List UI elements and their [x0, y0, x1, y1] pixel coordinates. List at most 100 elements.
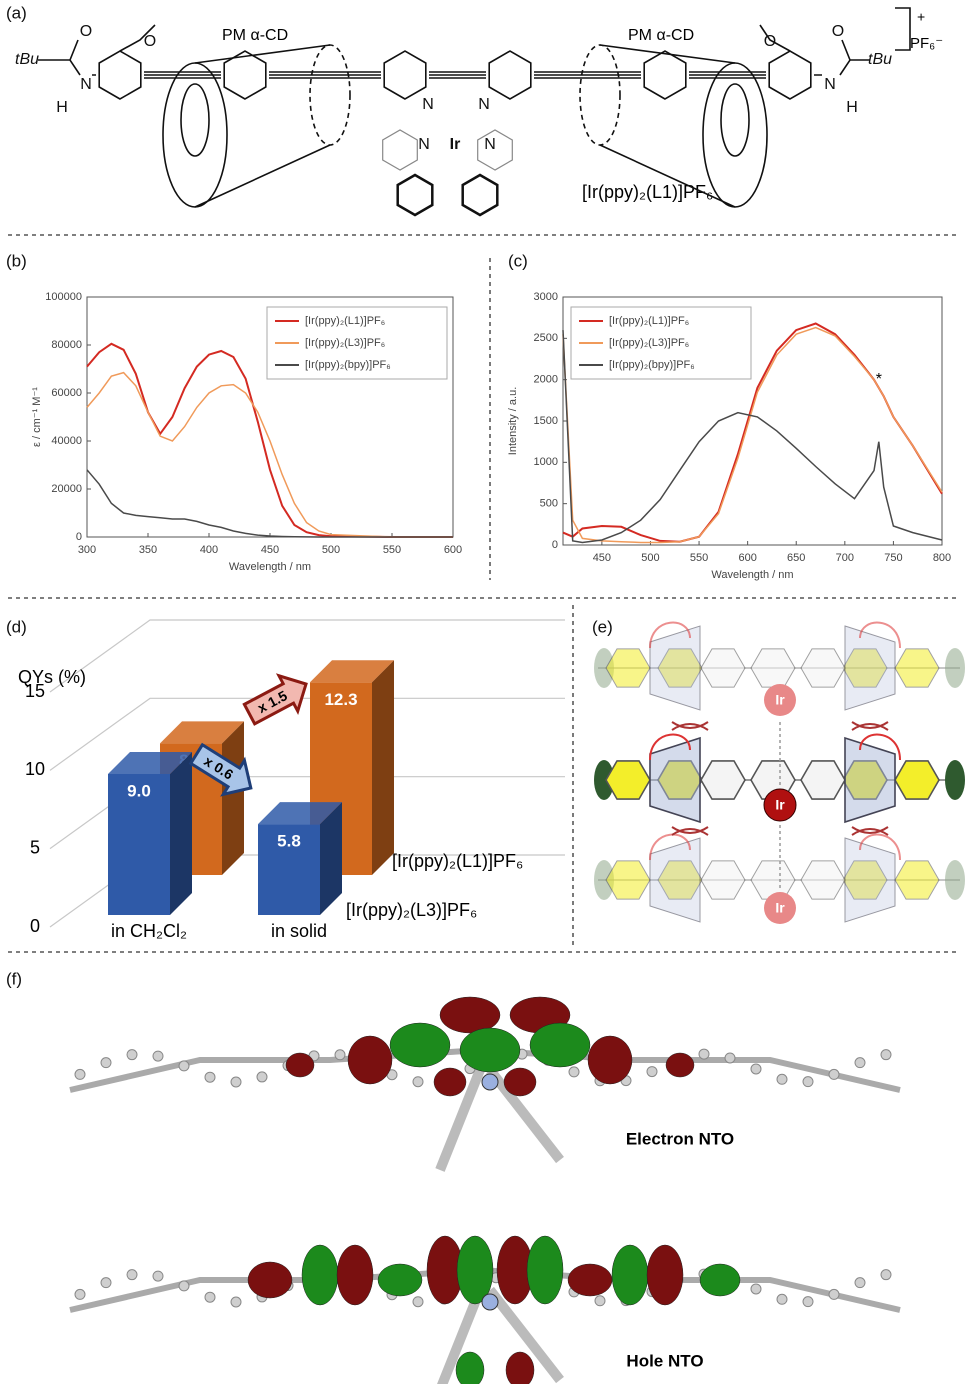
- panel-label: (c): [508, 251, 528, 270]
- hex-unit: [605, 648, 651, 688]
- y-tick-label: 80000: [51, 339, 82, 351]
- bar-top: [310, 660, 394, 683]
- hex-unit: [800, 760, 846, 800]
- orbital-lobe: [301, 1244, 339, 1306]
- orbital-lobe: [646, 1244, 684, 1306]
- orbital-lobe: [529, 1022, 591, 1068]
- x-tick-label: 350: [139, 544, 157, 556]
- stopper: [594, 648, 614, 688]
- orbital-lobe: [285, 1052, 315, 1078]
- orbital-lobe: [587, 1035, 633, 1085]
- atom: [412, 1296, 424, 1308]
- cd-ring: [649, 625, 701, 711]
- atom: Ir: [450, 136, 461, 153]
- x-tick-label: in solid: [271, 921, 327, 941]
- ir-atom: [481, 1293, 499, 1311]
- orbital-lobe: [505, 1351, 535, 1384]
- atom: [568, 1066, 580, 1078]
- series-line: [562, 330, 943, 544]
- panel-label: (e): [592, 617, 613, 636]
- hex-unit: [750, 648, 796, 688]
- bar-side: [320, 802, 342, 915]
- cd-ring: [649, 736, 701, 824]
- x-tick-label: 300: [78, 544, 96, 556]
- atom: N: [478, 96, 490, 113]
- bar-top: [258, 802, 342, 825]
- hex-unit: [894, 760, 940, 800]
- cd-label: PM α-CD: [628, 27, 694, 44]
- nto-caption: Electron NTO: [626, 1129, 734, 1148]
- ppy-arms: [435, 1066, 564, 1172]
- orbital-lobe: [459, 1027, 521, 1073]
- value-label: 9.0: [127, 781, 151, 800]
- hex-unit: [894, 860, 940, 900]
- y-axis-label: Intensity / a.u.: [507, 387, 519, 455]
- atom: [854, 1277, 866, 1289]
- x-tick-label: 450: [261, 544, 279, 556]
- y-tick-label: 0: [552, 539, 558, 551]
- linker: [859, 733, 901, 761]
- linker: [859, 833, 901, 861]
- hex-unit: [657, 860, 703, 900]
- atom: [828, 1068, 840, 1080]
- legend-label: [Ir(ppy)₂(L1)]PF₆: [305, 315, 385, 327]
- legend-label: [Ir(ppy)₂(L3)]PF₆: [609, 337, 689, 349]
- stopper: [594, 860, 614, 900]
- series-line: [86, 371, 453, 538]
- separators: [8, 234, 960, 953]
- atom: [334, 1049, 346, 1061]
- atom: [828, 1288, 840, 1300]
- panel-label: (b): [6, 251, 27, 270]
- hex-unit: [750, 860, 796, 900]
- x-tick-label: 600: [738, 552, 756, 564]
- ppy-ring: [382, 129, 418, 171]
- bar: [108, 774, 170, 915]
- ring: [98, 50, 142, 100]
- stopper: [945, 860, 965, 900]
- atom: [646, 1066, 658, 1078]
- y-tick-label: 2000: [534, 374, 558, 386]
- atom: [724, 1052, 736, 1064]
- cd-rim: [180, 83, 210, 157]
- atom: N: [824, 76, 836, 93]
- orbital-lobe: [699, 1263, 741, 1297]
- series-line: [86, 342, 453, 538]
- x-tick-label: 450: [593, 552, 611, 564]
- stopper: [945, 760, 965, 800]
- atom: N: [484, 136, 496, 153]
- atom: [74, 1068, 86, 1080]
- cd-rim: [579, 44, 621, 146]
- ratio-arrow: x 1.5: [242, 673, 308, 726]
- compound-name: [Ir(ppy)₂(L1)]PF₆: [582, 182, 713, 202]
- x-tick-label: 800: [933, 552, 951, 564]
- atom: tBu: [868, 51, 892, 68]
- cd-edge: [599, 144, 736, 208]
- atom: [880, 1269, 892, 1281]
- atom: [412, 1076, 424, 1088]
- orbital-lobe: [336, 1244, 374, 1306]
- legend-label: [Ir(ppy)₂(bpy)]PF₆: [609, 359, 695, 371]
- y-axis-label: QYs (%): [18, 667, 86, 687]
- series-label: [Ir(ppy)₂(L1)]PF₆: [392, 851, 523, 871]
- stopper: [594, 760, 614, 800]
- y-tick-label: 100000: [45, 291, 82, 303]
- value-label: 5.8: [277, 832, 301, 851]
- atom: [204, 1291, 216, 1303]
- nto-caption: Hole NTO: [626, 1351, 703, 1370]
- orbital-lobe: [526, 1235, 564, 1305]
- atom: [880, 1049, 892, 1061]
- orbital-lobe: [455, 1351, 485, 1384]
- atom: O: [80, 23, 92, 40]
- y-tick-label: 3000: [534, 291, 558, 303]
- legend-label: [Ir(ppy)₂(L3)]PF₆: [305, 337, 385, 349]
- hex-unit: [894, 648, 940, 688]
- bar-side: [170, 752, 192, 915]
- y-tick-label: 10: [25, 759, 45, 779]
- series-line: [86, 469, 453, 538]
- x-tick-label: 750: [884, 552, 902, 564]
- atom: H: [56, 99, 68, 116]
- hex-unit: [605, 860, 651, 900]
- annotation: *: [876, 371, 882, 388]
- ppy-ring: [396, 173, 434, 217]
